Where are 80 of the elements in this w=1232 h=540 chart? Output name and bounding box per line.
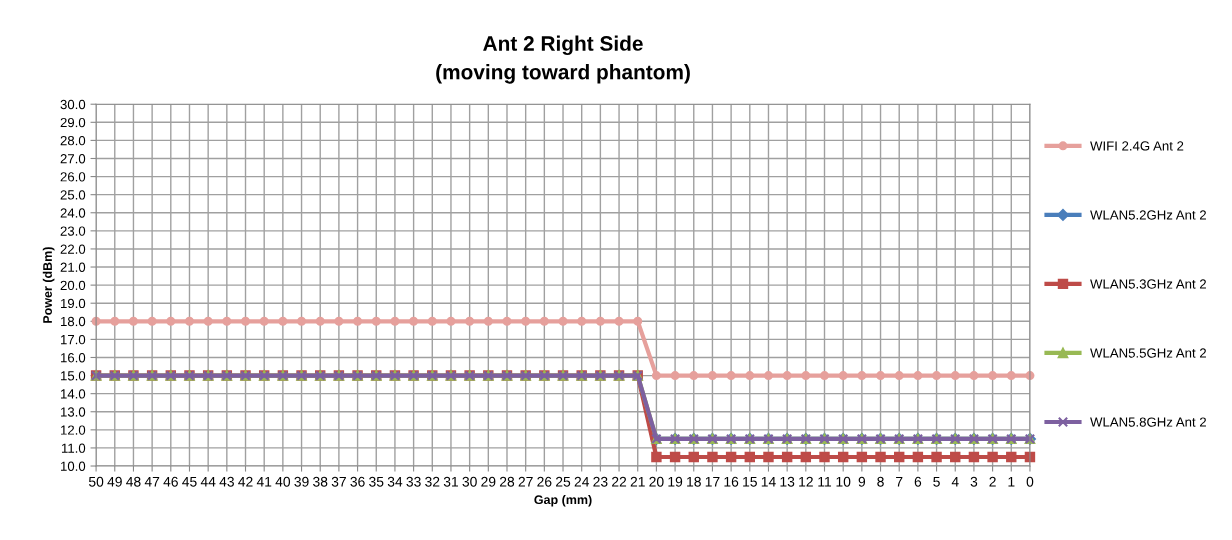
x-tick-label: 19: [668, 476, 683, 487]
legend-label: WIFI 2.4G Ant 2: [1090, 141, 1184, 151]
x-tick-label: 14: [761, 476, 776, 487]
y-tick-label: 22.0: [60, 244, 86, 254]
y-tick-label: 17.0: [61, 334, 86, 345]
y-tick-label: 30.0: [60, 99, 86, 110]
chart-title: Ant 2 Right Side (moving toward phantom): [436, 35, 690, 84]
y-tick-label: 12.0: [61, 425, 86, 435]
x-tick-label: 11: [818, 476, 832, 487]
x-tick-label: 29: [481, 476, 496, 487]
x-tick-label: 0: [1026, 476, 1034, 487]
x-tick-label: 39: [294, 476, 309, 487]
x-tick-label: 25: [556, 476, 571, 487]
x-tick-label: 4: [951, 476, 959, 487]
y-tick-label: 15.0: [61, 371, 86, 381]
legend-label: WLAN5.5GHz Ant 2: [1090, 348, 1206, 358]
x-tick-label: 43: [219, 476, 234, 487]
y-tick-label: 23.0: [60, 226, 86, 236]
x-tick-label: 9: [858, 476, 866, 487]
legend-label: WLAN5.8GHz Ant 2: [1090, 417, 1206, 427]
x-tick-label: 10: [836, 476, 851, 487]
y-tick-label: 14.0: [61, 389, 86, 399]
y-tick-label: 28.0: [60, 135, 86, 146]
x-tick-label: 30: [462, 476, 477, 487]
x-tick-label: 31: [443, 476, 459, 487]
x-tick-label: 2: [989, 476, 996, 487]
x-tick-label: 28: [499, 476, 515, 487]
x-tick-label: 21: [630, 476, 645, 487]
x-tick-label: 18: [687, 476, 701, 487]
y-tick-label: 21.0: [60, 262, 86, 272]
x-tick-label: 35: [369, 476, 384, 487]
x-tick-label: 26: [537, 476, 552, 487]
x-tick-label: 38: [313, 476, 328, 487]
x-tick-label: 13: [780, 476, 795, 487]
x-tick-label: 45: [182, 476, 197, 487]
y-tick-label: 24.0: [60, 208, 86, 218]
y-tick-label: 26.0: [60, 172, 86, 182]
legend-label: WLAN5.3GHz Ant 2: [1090, 279, 1206, 289]
x-tick-label: 3: [970, 476, 978, 487]
y-axis-title: Power (dBm): [42, 247, 55, 323]
x-tick-label: 42: [238, 476, 253, 487]
x-tick-label: 41: [256, 476, 272, 487]
x-tick-label: 33: [406, 476, 421, 487]
x-tick-label: 48: [126, 476, 141, 487]
x-tick-label: 20: [649, 476, 664, 487]
x-tick-label: 17: [705, 476, 720, 487]
x-tick-label: 49: [107, 476, 122, 487]
y-tick-label: 10.0: [61, 461, 86, 471]
x-tick-label: 16: [724, 476, 739, 487]
x-tick-label: 6: [914, 476, 922, 487]
x-tick-label: 7: [896, 476, 903, 487]
x-tick-label: 8: [877, 476, 884, 487]
x-tick-label: 37: [331, 476, 346, 487]
x-tick-label: 40: [275, 476, 291, 487]
x-tick-label: 1: [1008, 476, 1015, 487]
x-tick-label: 22: [612, 476, 627, 487]
x-tick-label: 12: [799, 476, 813, 487]
y-tick-label: 20.0: [60, 280, 86, 291]
y-tick-label: 18.0: [61, 316, 86, 327]
y-tick-label: 13.0: [61, 407, 86, 417]
x-axis-title: Gap (mm): [534, 494, 592, 507]
x-tick-label: 34: [387, 476, 403, 487]
y-tick-label: 27.0: [60, 154, 86, 164]
x-tick-label: 50: [88, 476, 104, 487]
x-tick-label: 24: [574, 476, 590, 487]
y-tick-label: 19.0: [61, 298, 86, 309]
x-tick-label: 44: [200, 476, 216, 487]
x-tick-label: 46: [163, 476, 178, 487]
x-tick-label: 32: [425, 476, 440, 487]
legend-label: WLAN5.2GHz Ant 2: [1090, 210, 1206, 220]
y-tick-label: 11.0: [61, 443, 86, 453]
x-tick-label: 36: [350, 476, 365, 487]
x-tick-label: 5: [933, 476, 940, 487]
x-tick-label: 47: [144, 476, 160, 487]
y-tick-label: 29.0: [60, 117, 86, 128]
x-tick-label: 23: [593, 476, 608, 487]
y-tick-label: 25.0: [60, 190, 86, 200]
x-tick-label: 15: [743, 476, 757, 487]
y-tick-label: 16.0: [61, 353, 86, 363]
x-tick-label: 27: [518, 476, 533, 487]
